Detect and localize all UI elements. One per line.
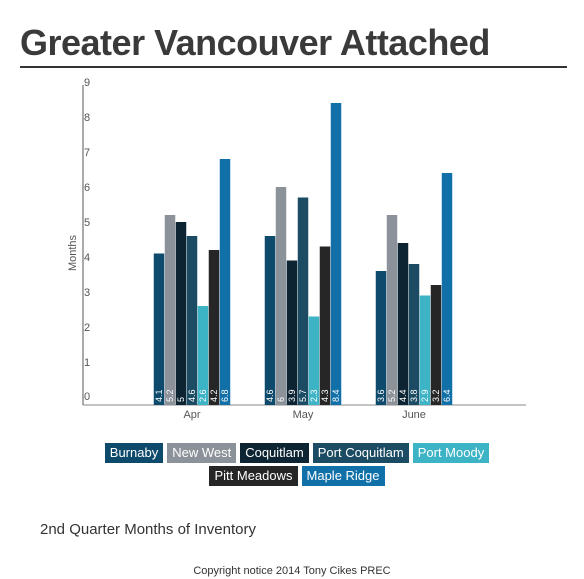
bar-value-label: 5 bbox=[176, 397, 186, 402]
bar-pitt-meadows-june bbox=[430, 285, 442, 405]
bar-port-moody-june bbox=[419, 295, 431, 405]
bar-value-label: 4.6 bbox=[187, 389, 197, 402]
bar-port-coquitlam-may bbox=[297, 197, 309, 405]
bar-port-moody-may bbox=[308, 316, 320, 405]
bar-value-label: 3.6 bbox=[376, 389, 386, 402]
bar-value-label: 4.4 bbox=[398, 389, 408, 402]
bar-port-coquitlam-apr bbox=[186, 236, 198, 405]
chart-subtitle: 2nd Quarter Months of Inventory bbox=[40, 521, 256, 538]
legend-item-port-moody: Port Moody bbox=[412, 443, 490, 463]
bar-coquitlam-may bbox=[286, 260, 298, 405]
bar-port-coquitlam-june bbox=[408, 264, 420, 405]
bar-maple-ridge-apr bbox=[219, 159, 231, 405]
legend-item-coquitlam: Coquitlam bbox=[240, 443, 309, 463]
bar-coquitlam-june bbox=[397, 243, 409, 405]
bar-value-label: 4.2 bbox=[209, 389, 219, 402]
bar-maple-ridge-june bbox=[441, 173, 453, 405]
y-tick-label: 8 bbox=[84, 112, 90, 124]
y-tick-label: 4 bbox=[84, 252, 90, 264]
bar-value-label: 4.6 bbox=[265, 389, 275, 402]
chart-data-labels: 4.1 5.2 5 4.6 2.6 4.2 6.8 4.6 6 3.9 5.7 2.3 4.3 8.4 3.… bbox=[154, 389, 452, 402]
bar-value-label: 8.4 bbox=[331, 389, 341, 402]
legend-item-maple-ridge: Maple Ridge bbox=[301, 466, 385, 486]
bar-burnaby-june bbox=[375, 271, 387, 405]
y-tick-label: 6 bbox=[84, 182, 90, 194]
y-tick-label: 9 bbox=[84, 77, 90, 89]
y-tick-label: 3 bbox=[84, 287, 90, 299]
chart-bars bbox=[153, 103, 453, 405]
legend-item-new-west: New West bbox=[167, 443, 237, 463]
bar-value-label: 6 bbox=[276, 397, 286, 402]
x-tick-label: May bbox=[293, 409, 314, 421]
bar-burnaby-apr bbox=[153, 253, 165, 405]
bar-value-label: 2.9 bbox=[420, 389, 430, 402]
y-tick-label: 5 bbox=[84, 217, 90, 229]
bar-pitt-meadows-may bbox=[319, 246, 331, 405]
bar-value-label: 4.1 bbox=[154, 389, 164, 402]
bar-value-label: 3.2 bbox=[431, 389, 441, 402]
bar-port-moody-apr bbox=[197, 306, 209, 405]
legend-item-burnaby: Burnaby bbox=[104, 443, 164, 463]
bar-value-label: 6.4 bbox=[442, 389, 452, 402]
chart-title: Greater Vancouver Attached bbox=[20, 22, 490, 63]
x-tick-label: Apr bbox=[183, 409, 200, 421]
y-tick-label: 1 bbox=[84, 357, 90, 369]
chart-legend: Burnaby New West Coquitlam Port Coquitlam Po… bbox=[60, 443, 534, 486]
bar-value-label: 6.8 bbox=[220, 389, 230, 402]
bar-value-label: 2.6 bbox=[198, 389, 208, 402]
bar-pitt-meadows-apr bbox=[208, 250, 220, 405]
bar-value-label: 3.8 bbox=[409, 389, 419, 402]
y-axis-label: Months bbox=[67, 234, 79, 271]
x-tick-label: June bbox=[402, 409, 426, 421]
title-divider bbox=[20, 66, 567, 68]
bar-value-label: 5.2 bbox=[165, 389, 175, 402]
bar-maple-ridge-may bbox=[330, 103, 342, 405]
bar-new-west-may bbox=[275, 187, 287, 405]
bar-new-west-june bbox=[386, 215, 398, 405]
copyright-footer: Copyright notice 2014 Tony Cikes PREC bbox=[193, 565, 391, 577]
legend-item-pitt-meadows: Pitt Meadows bbox=[209, 466, 298, 486]
y-tick-label: 7 bbox=[84, 147, 90, 159]
y-tick-label: 0 bbox=[84, 391, 90, 403]
bar-burnaby-may bbox=[264, 236, 276, 405]
bar-value-label: 4.3 bbox=[320, 389, 330, 402]
bar-value-label: 5.2 bbox=[387, 389, 397, 402]
y-tick-label: 2 bbox=[84, 322, 90, 334]
bar-new-west-apr bbox=[164, 215, 176, 405]
bar-value-label: 3.9 bbox=[287, 389, 297, 402]
legend-item-port-coquitlam: Port Coquitlam bbox=[312, 443, 409, 463]
bar-value-label: 5.7 bbox=[298, 389, 308, 402]
bar-coquitlam-apr bbox=[175, 222, 187, 405]
bar-value-label: 2.3 bbox=[309, 389, 319, 402]
